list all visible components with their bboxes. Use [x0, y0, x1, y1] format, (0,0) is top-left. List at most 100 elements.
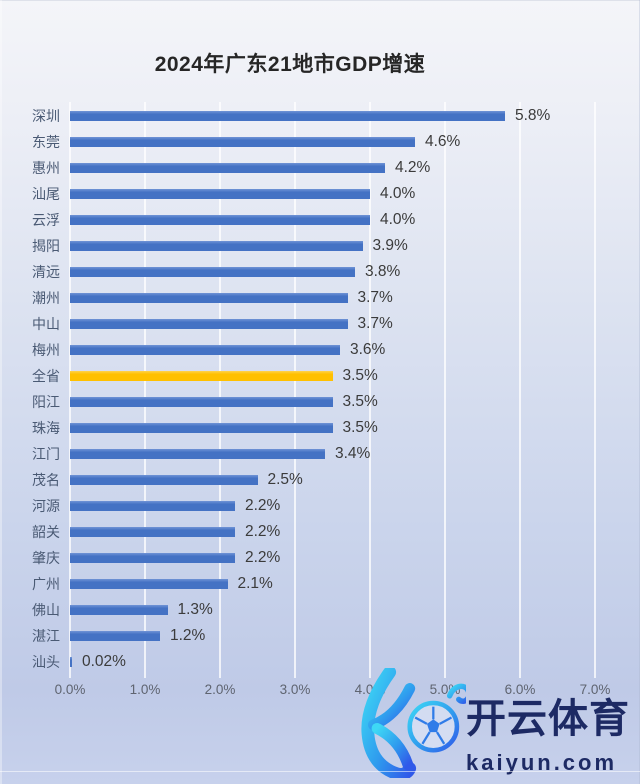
bar-row: 中山 3.7% [0, 311, 640, 337]
x-tick-label: 0.0% [54, 682, 86, 697]
bar-row: 阳江 3.5% [0, 389, 640, 415]
soccer-ball-pentagon [426, 719, 440, 733]
value-label: 2.2% [245, 549, 281, 566]
category-label: 珠海 [32, 420, 60, 436]
value-label: 3.5% [342, 367, 378, 384]
bar-row: 全省 3.5% [0, 363, 640, 389]
value-label: 4.6% [425, 133, 461, 150]
chart-title: 2024年广东21地市GDP增速 [154, 53, 426, 76]
category-label: 广州 [32, 576, 60, 592]
value-label: 4.2% [395, 159, 431, 176]
value-label: 3.4% [335, 445, 371, 462]
bar [70, 553, 235, 563]
bar-highlight [70, 371, 333, 381]
x-tick-label: 7.0% [579, 682, 611, 697]
bar [70, 215, 370, 225]
bar [70, 527, 235, 537]
watermark: 开云体育 kaiyun.com [348, 662, 640, 784]
bar-row: 东莞 4.6% [0, 129, 640, 155]
value-label: 3.5% [342, 393, 378, 410]
bar-row: 河源 2.2% [0, 493, 640, 519]
gridline [144, 102, 146, 678]
category-label: 全省 [32, 368, 60, 384]
bar [70, 423, 333, 433]
category-label: 阳江 [32, 394, 60, 410]
value-label: 1.3% [177, 601, 213, 618]
bar [70, 293, 348, 303]
category-label: 江门 [32, 446, 60, 462]
value-label: 3.6% [350, 341, 386, 358]
bar-row: 茂名 2.5% [0, 467, 640, 493]
value-label: 5.8% [515, 107, 551, 124]
bar-row: 珠海 3.5% [0, 415, 640, 441]
value-label: 2.2% [245, 523, 281, 540]
x-tick-label: 6.0% [504, 682, 536, 697]
bar [70, 501, 235, 511]
value-label: 2.5% [267, 471, 303, 488]
value-label: 0.02% [82, 653, 126, 670]
bar-row: 江门 3.4% [0, 441, 640, 467]
category-label: 汕头 [32, 654, 60, 670]
bar-row: 汕头 0.02% [0, 649, 640, 675]
value-label: 3.8% [365, 263, 401, 280]
category-label: 清远 [32, 264, 60, 280]
bar [70, 137, 415, 147]
gridline [369, 102, 371, 678]
bar-row: 韶关 2.2% [0, 519, 640, 545]
gridline [519, 102, 521, 678]
bar-row: 潮州 3.7% [0, 285, 640, 311]
bar [70, 345, 340, 355]
bar [70, 267, 355, 277]
value-label: 1.2% [170, 627, 206, 644]
bar-row: 广州 2.1% [0, 571, 640, 597]
kaiyun-logo-icon [361, 668, 466, 778]
category-label: 梅州 [32, 342, 60, 358]
bar-row: 揭阳 3.9% [0, 233, 640, 259]
category-label: 湛江 [32, 628, 60, 644]
bar [70, 475, 258, 485]
bar-row: 云浮 4.0% [0, 207, 640, 233]
category-label: 佛山 [32, 602, 60, 618]
x-tick-label: 3.0% [279, 682, 311, 697]
gridline [219, 102, 221, 678]
value-label: 3.7% [357, 289, 393, 306]
bar [70, 631, 160, 641]
bar-row: 肇庆 2.2% [0, 545, 640, 571]
bar [70, 189, 370, 199]
gridline [594, 102, 596, 678]
bar-row: 惠州 4.2% [0, 155, 640, 181]
category-label: 惠州 [32, 160, 60, 176]
gridline [294, 102, 296, 678]
watermark-domain-text: kaiyun.com [466, 750, 618, 775]
category-label: 河源 [32, 498, 60, 514]
gridline [444, 102, 446, 678]
bar-row: 佛山 1.3% [0, 597, 640, 623]
category-label: 潮州 [32, 290, 60, 306]
category-label: 汕尾 [32, 186, 60, 202]
soccer-ball-seams [414, 706, 453, 745]
gridline [69, 102, 71, 678]
value-label: 3.7% [357, 315, 393, 332]
value-label: 2.1% [237, 575, 273, 592]
category-label: 中山 [32, 316, 60, 332]
x-tick-label: 2.0% [204, 682, 236, 697]
watermark-brand-text: 开云体育 [466, 697, 630, 741]
category-label: 东莞 [32, 134, 60, 150]
bar [70, 579, 228, 589]
bar [70, 241, 363, 251]
logo-k-stem [361, 668, 417, 778]
logo-k-lower-arm [371, 723, 414, 771]
value-label: 3.5% [342, 419, 378, 436]
bar [70, 657, 72, 667]
value-label: 3.9% [372, 237, 408, 254]
bar [70, 111, 505, 121]
bar [70, 397, 333, 407]
category-label: 深圳 [32, 108, 60, 124]
category-label: 揭阳 [32, 238, 60, 254]
logo-curl [446, 683, 466, 704]
category-label: 韶关 [32, 524, 60, 540]
category-label: 茂名 [32, 472, 60, 488]
bar-row: 深圳 5.8% [0, 103, 640, 129]
